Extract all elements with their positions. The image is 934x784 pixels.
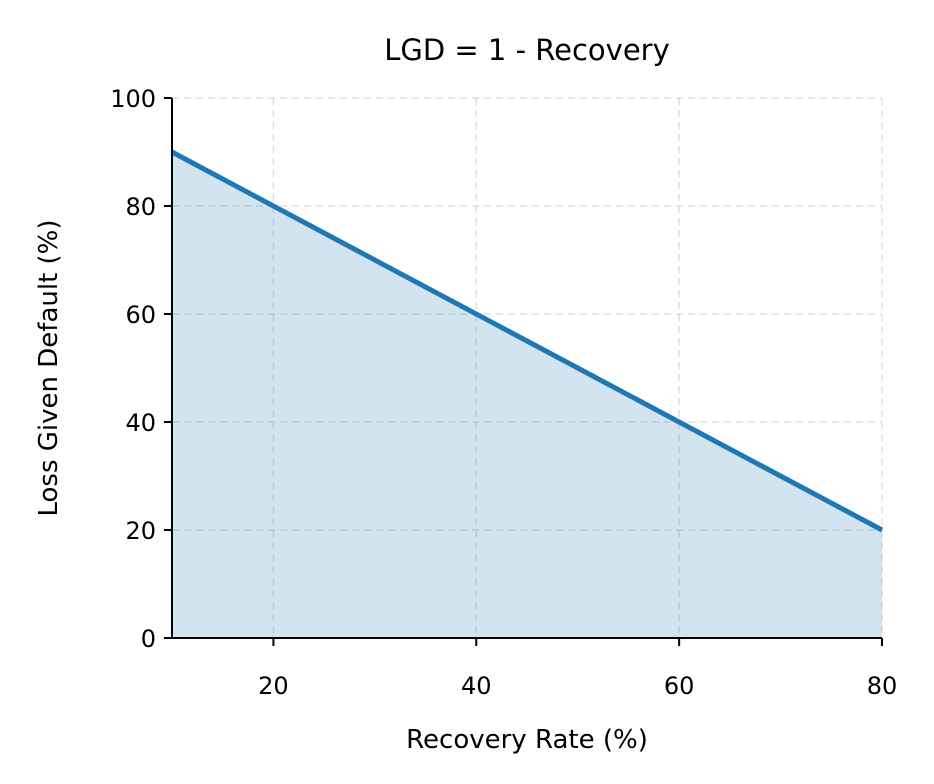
y-tick-label: 100 [110,85,156,113]
x-tick-label: 60 [664,672,695,700]
x-tick-label: 40 [461,672,492,700]
ticks: 20 40 60 80 0 20 40 60 80 100 [110,85,897,700]
y-tick-label: 80 [125,193,156,221]
y-tick-label: 40 [125,409,156,437]
x-tick-label: 20 [258,672,289,700]
y-tick-label: 0 [141,625,156,653]
y-tick-label: 60 [125,301,156,329]
lgd-line [170,149,884,533]
chart-title: LGD = 1 - Recovery [384,33,670,67]
x-axis-label: Recovery Rate (%) [406,725,648,755]
y-tick-label: 20 [125,517,156,545]
y-axis-label: Loss Given Default (%) [34,219,64,516]
x-tick-label: 80 [867,672,898,700]
lgd-area-fill [172,152,882,638]
